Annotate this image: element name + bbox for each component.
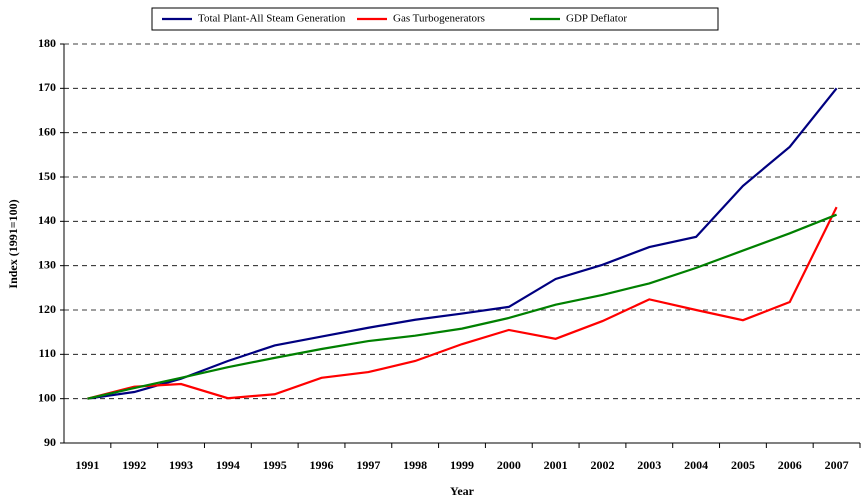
x-tick-label: 1994: [216, 458, 240, 472]
y-tick-label: 140: [38, 213, 56, 227]
legend-label: GDP Deflator: [566, 13, 627, 25]
x-tick-label: 1997: [356, 458, 380, 472]
x-tick-label: 1991: [75, 458, 99, 472]
y-tick-label: 100: [38, 390, 56, 404]
x-axis-title: Year: [450, 484, 475, 498]
x-tick-label: 2006: [778, 458, 802, 472]
y-axis-title: Index (1991=100): [6, 199, 20, 288]
series-line: [87, 206, 838, 400]
y-tick-label: 180: [38, 36, 56, 50]
legend-label: Gas Turbogenerators: [393, 13, 485, 25]
legend-label: Total Plant-All Steam Generation: [198, 13, 346, 25]
y-tick-label: 170: [38, 80, 56, 94]
x-tick-label: 2004: [684, 458, 708, 472]
y-tick-label: 110: [39, 346, 56, 360]
x-tick-label: 1998: [403, 458, 427, 472]
y-tick-label: 120: [38, 302, 56, 316]
x-tick-label: 1995: [263, 458, 287, 472]
y-tick-label: 160: [38, 124, 56, 138]
x-tick-label: 1992: [122, 458, 146, 472]
x-tick-label: 2005: [731, 458, 755, 472]
y-tick-label: 150: [38, 169, 56, 183]
series-line: [87, 87, 838, 400]
x-tick-label: 2001: [544, 458, 568, 472]
y-tick-label: 130: [38, 257, 56, 271]
x-tick-label: 1993: [169, 458, 193, 472]
series-line: [87, 213, 837, 400]
x-tick-label: 1996: [310, 458, 334, 472]
y-tick-label: 90: [44, 435, 56, 449]
x-tick-label: 2002: [590, 458, 614, 472]
x-tick-label: 2003: [637, 458, 661, 472]
legend-box: [151, 7, 719, 31]
x-tick-label: 1999: [450, 458, 474, 472]
x-tick-label: 2000: [497, 458, 521, 472]
x-tick-label: 2007: [825, 458, 849, 472]
